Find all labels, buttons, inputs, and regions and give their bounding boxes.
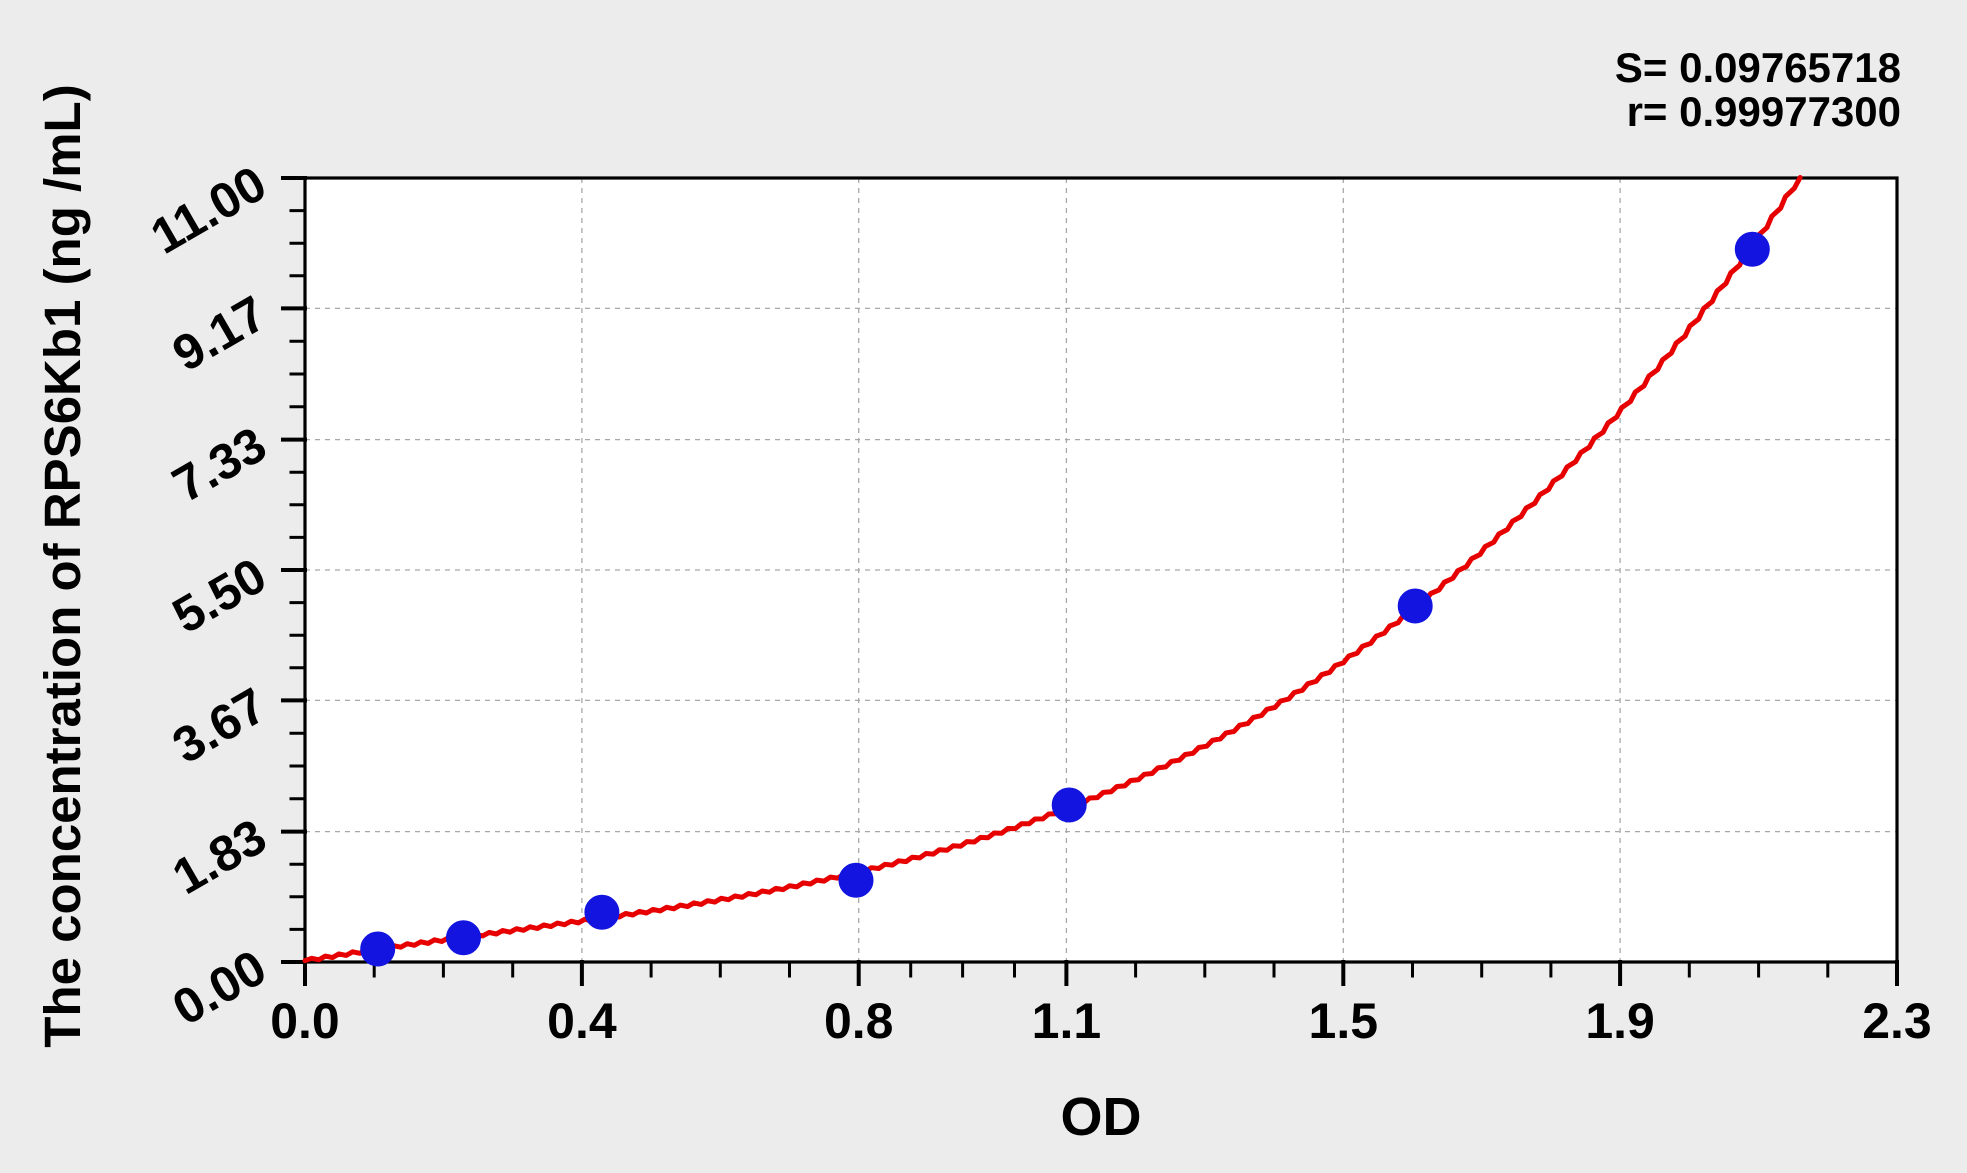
svg-text:1.9: 1.9 (1585, 993, 1655, 1049)
svg-text:r= 0.99977300: r= 0.99977300 (1627, 88, 1901, 135)
svg-text:1.5: 1.5 (1309, 993, 1379, 1049)
svg-text:0.4: 0.4 (547, 993, 617, 1049)
svg-text:OD: OD (1061, 1087, 1142, 1147)
svg-text:2.3: 2.3 (1862, 993, 1932, 1049)
svg-text:S= 0.09765718: S= 0.09765718 (1615, 44, 1901, 91)
svg-text:The concentration of RPS6Kb1 (: The concentration of RPS6Kb1 (ng /mL) (34, 84, 91, 1047)
svg-text:0.0: 0.0 (270, 993, 340, 1049)
svg-text:0.8: 0.8 (824, 993, 894, 1049)
svg-text:1.1: 1.1 (1032, 993, 1102, 1049)
